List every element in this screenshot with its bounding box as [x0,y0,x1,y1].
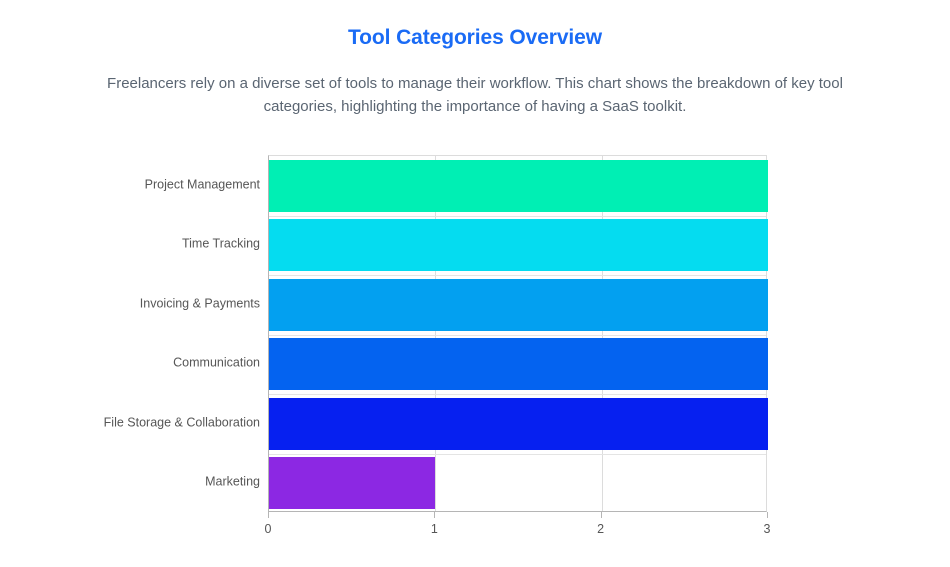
bar-row [269,457,766,510]
y-axis-label: Project Management [144,177,260,192]
y-axis-label: Communication [173,355,260,370]
x-axis-tick [434,512,436,518]
x-axis-tick-label: 3 [763,522,771,536]
bar-communication[interactable] [269,338,768,391]
x-axis-tick-label: 1 [430,522,438,536]
x-gridline [435,156,437,511]
y-axis-label: Marketing [205,474,260,489]
bar-file-storage-collaboration[interactable] [269,397,768,450]
x-axis-tick [767,512,768,518]
chart-subtitle: Freelancers rely on a diverse set of too… [50,72,900,118]
chart-subtitle-line-1: Freelancers rely on a diverse set of too… [107,75,843,92]
bar-row [269,278,768,331]
y-axis-label: File Storage & Collaboration [103,415,260,430]
plot-area [268,155,768,512]
bar-marketing[interactable] [269,457,436,510]
y-axis-label: Invoicing & Payments [139,296,260,311]
bar-row [269,219,768,272]
x-axis-tick [268,512,269,518]
y-gridline [269,454,766,455]
x-gridline [601,156,603,511]
bar-time-tracking[interactable] [269,219,768,272]
y-gridline [269,394,766,395]
bar-invoicing-payments[interactable] [269,278,768,331]
bar-row [269,159,768,212]
x-axis-tick-label: 2 [597,522,605,536]
y-gridline [269,216,766,217]
y-gridline [269,275,766,276]
x-axis-tick [600,512,602,518]
y-gridline [269,335,766,336]
bar-project-management[interactable] [269,159,768,212]
x-axis-tick-label: 0 [264,522,272,536]
chart-title: Tool Categories Overview [348,26,602,49]
y-axis-label: Time Tracking [181,236,260,251]
bar-row [269,397,768,450]
chart-subtitle-line-2: categories, highlighting the importance … [263,98,687,115]
bar-row [269,338,768,391]
